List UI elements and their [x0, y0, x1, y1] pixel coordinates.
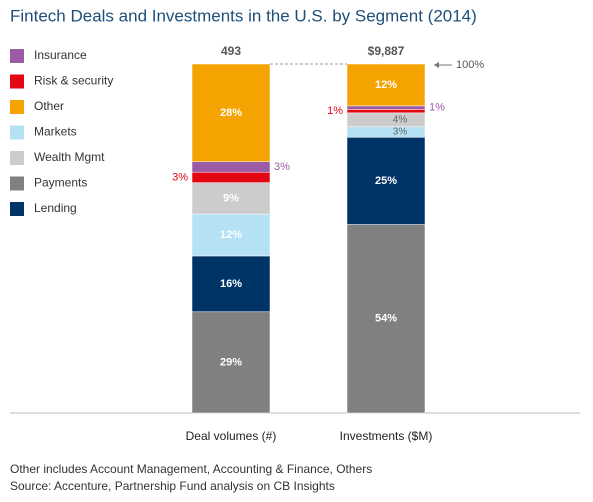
- annotation: 100%: [456, 59, 484, 71]
- bar-segment: [191, 171, 271, 183]
- value-label: 25%: [375, 175, 397, 187]
- footnote: Source: Accenture, Partnership Fund anal…: [10, 479, 335, 493]
- bar-segment: [346, 63, 426, 107]
- value-label: 4%: [393, 114, 408, 125]
- legend-swatch: [10, 74, 24, 89]
- total-label: $9,887: [368, 44, 405, 58]
- value-label: 9%: [223, 192, 239, 204]
- value-label: 54%: [375, 313, 397, 325]
- bar-segment: [191, 63, 271, 162]
- value-label: 29%: [220, 356, 242, 368]
- legend-swatch: [10, 100, 24, 114]
- bar-segment: [191, 161, 271, 173]
- legend-label: Risk & security: [34, 74, 113, 88]
- value-label: 3%: [393, 127, 408, 138]
- annotation-arrowhead: [434, 62, 439, 68]
- bar-segment: [191, 182, 271, 215]
- total-label: 493: [221, 44, 241, 58]
- legend-label: Insurance: [34, 48, 87, 62]
- legend-label: Other: [34, 99, 64, 113]
- bar-segment: [346, 112, 426, 128]
- legend-swatch: [10, 202, 24, 216]
- footnote: Other includes Account Management, Accou…: [10, 462, 372, 476]
- chart-title: Fintech Deals and Investments in the U.S…: [10, 6, 477, 25]
- bar-segment: [346, 109, 426, 114]
- value-label: 12%: [375, 79, 397, 91]
- bar-segment: [346, 224, 426, 414]
- legend-label: Payments: [34, 176, 87, 190]
- legend-swatch: [10, 125, 24, 140]
- value-label: 16%: [220, 278, 242, 290]
- value-label: 28%: [220, 107, 242, 119]
- legend-swatch: [10, 151, 24, 165]
- legend-swatch: [10, 49, 24, 63]
- value-label: 3%: [274, 161, 290, 173]
- legend-label: Lending: [34, 201, 77, 215]
- x-tick-label: Deal volumes (#): [186, 429, 277, 443]
- value-label: 1%: [429, 102, 445, 114]
- value-label: 12%: [220, 229, 242, 241]
- bar-segment: [346, 105, 426, 110]
- bar-segment: [346, 137, 426, 225]
- x-tick-label: Investments ($M): [340, 429, 433, 443]
- bar-segment: [191, 311, 271, 414]
- legend-label: Markets: [34, 125, 77, 139]
- value-label: 1%: [327, 105, 343, 117]
- bar-segment: [191, 255, 271, 313]
- legend-swatch: [10, 176, 24, 191]
- value-label: 3%: [172, 171, 188, 183]
- legend-label: Wealth Mgmt: [34, 150, 105, 164]
- bar-segment: [346, 126, 426, 138]
